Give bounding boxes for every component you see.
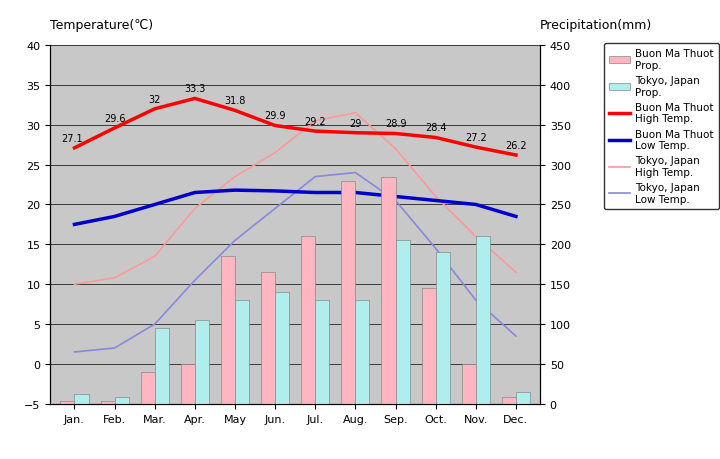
Tokyo, Japan
High Temp. <box>512 270 521 275</box>
Bar <box>101 402 114 404</box>
Tokyo, Japan
High Temp. <box>431 194 440 200</box>
Bar <box>195 320 209 404</box>
Tokyo, Japan
High Temp. <box>150 254 159 259</box>
Bar <box>261 273 275 404</box>
Buon Ma Thuot
Low Temp. <box>472 202 480 208</box>
Tokyo, Japan
Low Temp. <box>311 174 320 180</box>
Tokyo, Japan
Low Temp. <box>271 206 279 212</box>
Buon Ma Thuot
High Temp. <box>70 146 78 151</box>
Tokyo, Japan
Low Temp. <box>472 298 480 303</box>
Line: Buon Ma Thuot
Low Temp.: Buon Ma Thuot Low Temp. <box>74 190 516 225</box>
Tokyo, Japan
Low Temp. <box>70 349 78 355</box>
Bar <box>395 241 410 404</box>
Text: 26.2: 26.2 <box>505 140 527 151</box>
Bar <box>315 301 329 404</box>
Buon Ma Thuot
Low Temp. <box>70 222 78 228</box>
Legend: Buon Ma Thuot
Prop., Tokyo, Japan
Prop., Buon Ma Thuot
High Temp., Buon Ma Thuot: Buon Ma Thuot Prop., Tokyo, Japan Prop.,… <box>604 44 719 210</box>
Bar <box>436 253 450 404</box>
Tokyo, Japan
High Temp. <box>230 174 239 180</box>
Text: 29.6: 29.6 <box>104 113 125 123</box>
Buon Ma Thuot
High Temp. <box>271 123 279 129</box>
Text: 28.4: 28.4 <box>425 123 446 133</box>
Tokyo, Japan
Low Temp. <box>512 334 521 339</box>
Tokyo, Japan
Low Temp. <box>431 246 440 252</box>
Bar <box>114 397 129 404</box>
Bar <box>235 301 249 404</box>
Buon Ma Thuot
High Temp. <box>110 126 119 131</box>
Buon Ma Thuot
Low Temp. <box>150 202 159 208</box>
Buon Ma Thuot
Low Temp. <box>351 190 360 196</box>
Bar <box>422 289 436 404</box>
Buon Ma Thuot
Low Temp. <box>271 189 279 194</box>
Bar <box>476 237 490 404</box>
Text: 31.8: 31.8 <box>225 96 246 106</box>
Buon Ma Thuot
Low Temp. <box>230 188 239 193</box>
Tokyo, Japan
Low Temp. <box>110 346 119 351</box>
Bar <box>516 392 530 404</box>
Tokyo, Japan
High Temp. <box>351 111 360 116</box>
Text: 27.2: 27.2 <box>465 133 487 143</box>
Tokyo, Japan
High Temp. <box>311 119 320 124</box>
Tokyo, Japan
High Temp. <box>70 282 78 287</box>
Text: 32: 32 <box>148 95 161 104</box>
Text: Temperature(℃): Temperature(℃) <box>50 19 153 32</box>
Buon Ma Thuot
Low Temp. <box>512 214 521 220</box>
Bar <box>60 402 74 404</box>
Tokyo, Japan
High Temp. <box>271 151 279 156</box>
Text: 29.2: 29.2 <box>305 117 326 127</box>
Buon Ma Thuot
Low Temp. <box>391 194 400 200</box>
Bar <box>502 397 516 404</box>
Tokyo, Japan
Low Temp. <box>391 198 400 204</box>
Tokyo, Japan
Low Temp. <box>351 170 360 176</box>
Bar <box>221 257 235 404</box>
Buon Ma Thuot
Low Temp. <box>311 190 320 196</box>
Text: 29: 29 <box>349 118 361 128</box>
Buon Ma Thuot
High Temp. <box>150 107 159 112</box>
Bar <box>181 364 195 404</box>
Tokyo, Japan
High Temp. <box>110 275 119 281</box>
Buon Ma Thuot
Low Temp. <box>191 190 199 196</box>
Buon Ma Thuot
Low Temp. <box>431 198 440 204</box>
Line: Tokyo, Japan
High Temp.: Tokyo, Japan High Temp. <box>74 113 516 285</box>
Tokyo, Japan
High Temp. <box>391 146 400 152</box>
Buon Ma Thuot
High Temp. <box>351 131 360 136</box>
Tokyo, Japan
Low Temp. <box>150 322 159 327</box>
Buon Ma Thuot
High Temp. <box>311 129 320 134</box>
Bar <box>356 301 369 404</box>
Bar <box>140 372 155 404</box>
Line: Tokyo, Japan
Low Temp.: Tokyo, Japan Low Temp. <box>74 173 516 352</box>
Buon Ma Thuot
High Temp. <box>391 131 400 137</box>
Line: Buon Ma Thuot
High Temp.: Buon Ma Thuot High Temp. <box>74 99 516 156</box>
Text: 28.9: 28.9 <box>384 119 406 129</box>
Tokyo, Japan
High Temp. <box>191 206 199 212</box>
Buon Ma Thuot
Low Temp. <box>110 214 119 220</box>
Buon Ma Thuot
High Temp. <box>230 108 239 114</box>
Tokyo, Japan
High Temp. <box>472 234 480 240</box>
Buon Ma Thuot
High Temp. <box>431 135 440 141</box>
Bar <box>341 181 356 404</box>
Text: 33.3: 33.3 <box>184 84 205 94</box>
Text: 29.9: 29.9 <box>264 111 286 121</box>
Tokyo, Japan
Low Temp. <box>230 238 239 244</box>
Bar <box>275 292 289 404</box>
Bar <box>462 364 476 404</box>
Bar <box>382 177 395 404</box>
Bar <box>301 237 315 404</box>
Text: 27.1: 27.1 <box>62 134 84 143</box>
Tokyo, Japan
Low Temp. <box>191 278 199 283</box>
Buon Ma Thuot
High Temp. <box>472 145 480 151</box>
Bar <box>155 328 168 404</box>
Bar <box>74 394 89 404</box>
Buon Ma Thuot
High Temp. <box>512 153 521 158</box>
Buon Ma Thuot
High Temp. <box>191 96 199 102</box>
Text: Precipitation(mm): Precipitation(mm) <box>540 19 652 32</box>
